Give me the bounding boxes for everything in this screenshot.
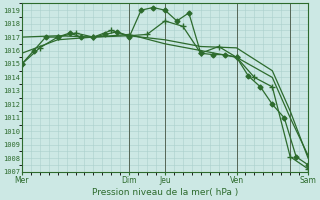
X-axis label: Pression niveau de la mer( hPa ): Pression niveau de la mer( hPa )	[92, 188, 238, 197]
